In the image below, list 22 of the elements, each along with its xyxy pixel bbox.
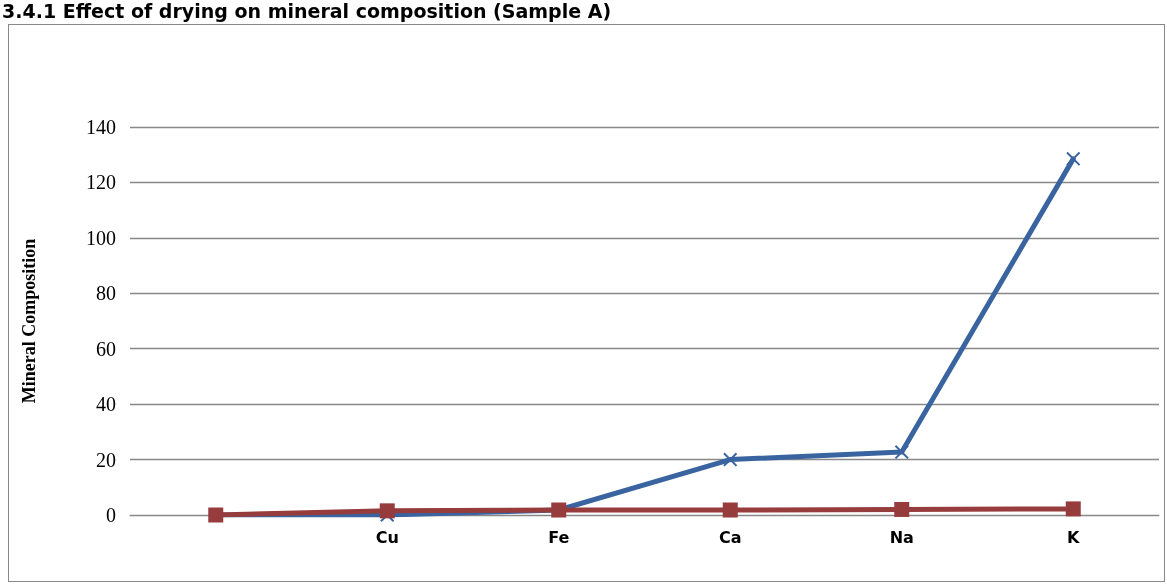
y-tick-label: 60 [96,337,116,360]
x-tick-label: Cu [375,527,399,547]
x-tick-label: Na [889,527,914,547]
y-tick-label: 100 [86,226,116,249]
x-tick-label: K [1067,527,1081,547]
y-tick-label: 140 [86,116,116,138]
point [1066,151,1081,166]
point [722,502,738,518]
y-tick-label: 120 [86,171,116,194]
y-tick-label: 80 [96,282,116,305]
y-axis-title: Mineral Composition [19,238,39,404]
point [723,452,738,467]
x-tick-label: Fe [548,527,570,547]
point [379,503,395,519]
y-tick-label: 0 [106,504,116,526]
x-tick-label: Ca [718,527,742,547]
point [1065,501,1081,517]
chart-title: 3.4.1 Effect of drying on mineral composition (Sample A) [2,0,612,22]
point [894,501,910,517]
point [894,445,909,460]
y-tick-label: 20 [96,448,116,471]
y-tick-label: 40 [96,393,116,416]
